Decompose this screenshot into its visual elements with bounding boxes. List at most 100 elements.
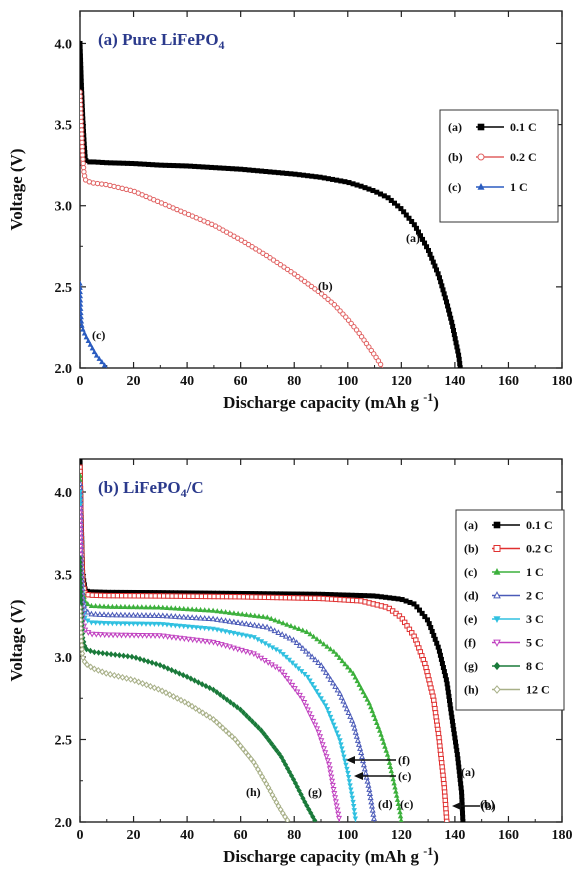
data-point	[350, 670, 356, 676]
data-point	[304, 802, 310, 809]
data-point	[304, 707, 311, 714]
y-axis-label: Voltage (V)	[7, 600, 26, 682]
data-point	[213, 718, 220, 726]
data-point	[226, 730, 232, 738]
data-point	[352, 674, 358, 680]
data-point	[179, 163, 185, 169]
data-point	[232, 735, 238, 743]
curve-label: (a)	[406, 231, 420, 245]
data-point	[202, 638, 209, 645]
data-point	[210, 686, 217, 693]
data-point	[447, 702, 453, 708]
data-point	[157, 662, 163, 669]
data-point	[445, 689, 451, 695]
legend-key: (a)	[464, 518, 478, 532]
data-point	[292, 663, 299, 669]
data-point	[414, 604, 420, 610]
data-point	[395, 203, 401, 209]
data-point	[155, 612, 162, 618]
data-point	[260, 613, 266, 619]
data-point	[130, 621, 137, 627]
data-point	[151, 621, 158, 627]
data-point	[449, 714, 455, 720]
data-point	[226, 644, 233, 651]
data-point	[333, 803, 340, 810]
data-point	[447, 698, 453, 704]
y-tick-label: 4.0	[55, 486, 73, 501]
data-point	[268, 615, 274, 621]
curve-label: (c)	[400, 797, 413, 811]
data-point	[312, 722, 319, 729]
data-point	[332, 683, 339, 689]
data-point	[345, 775, 352, 781]
x-axis-label: Discharge capacity (mAh g -1)	[223, 390, 439, 412]
data-point	[293, 639, 300, 646]
data-point	[314, 636, 320, 642]
data-point	[261, 730, 267, 737]
data-point	[343, 705, 350, 712]
data-point	[299, 696, 306, 702]
x-tick-label: 180	[552, 828, 573, 843]
data-point	[456, 352, 462, 358]
data-point	[91, 348, 98, 355]
data-point	[120, 160, 126, 166]
data-point	[105, 621, 111, 627]
data-point	[143, 681, 150, 689]
data-point	[153, 660, 159, 668]
data-point	[105, 611, 112, 618]
data-point	[368, 802, 376, 809]
legend: (a) 0.1 C (b) 0.2 C (c) 1 C	[439, 109, 559, 223]
data-point	[218, 642, 225, 648]
data-point	[242, 649, 249, 655]
data-point	[99, 159, 105, 165]
data-point	[459, 798, 465, 804]
data-point	[312, 656, 319, 663]
data-point	[307, 631, 313, 637]
data-point	[292, 171, 298, 177]
data-point	[177, 635, 184, 642]
data-point	[397, 813, 404, 819]
data-point	[84, 608, 91, 615]
data-point	[448, 710, 454, 716]
series-line	[80, 43, 461, 368]
x-tick-label: 120	[391, 374, 412, 389]
data-point	[459, 789, 465, 795]
data-point	[441, 669, 447, 675]
data-point	[346, 779, 353, 785]
data-point	[273, 647, 279, 653]
data-point	[234, 631, 241, 637]
data-point	[80, 322, 85, 328]
data-point	[80, 53, 83, 59]
data-point	[353, 592, 359, 598]
x-tick-label: 60	[234, 828, 248, 843]
y-tick-label: 4.0	[55, 37, 73, 52]
data-point	[305, 674, 311, 681]
data-point	[446, 307, 452, 313]
data-point	[317, 638, 324, 644]
data-point	[234, 704, 240, 711]
data-point	[227, 699, 233, 706]
data-point	[326, 762, 333, 769]
data-point	[300, 795, 306, 802]
data-point	[450, 722, 456, 728]
data-point	[321, 175, 327, 181]
data-point	[80, 539, 84, 546]
legend-marker	[493, 616, 501, 623]
data-point	[137, 655, 143, 663]
data-point	[383, 747, 389, 753]
legend-label: 0.2 C	[526, 542, 553, 556]
data-point	[351, 808, 357, 814]
data-point	[172, 623, 179, 629]
data-point	[126, 611, 133, 618]
x-tick-label: 20	[127, 374, 141, 389]
data-point	[331, 722, 337, 728]
data-point	[315, 730, 322, 737]
data-point	[230, 630, 237, 637]
data-point	[364, 696, 370, 702]
data-point	[168, 634, 175, 641]
data-point	[166, 162, 172, 168]
data-point	[390, 776, 396, 782]
data-point	[206, 626, 212, 632]
data-point	[349, 795, 356, 801]
data-point	[361, 765, 368, 772]
